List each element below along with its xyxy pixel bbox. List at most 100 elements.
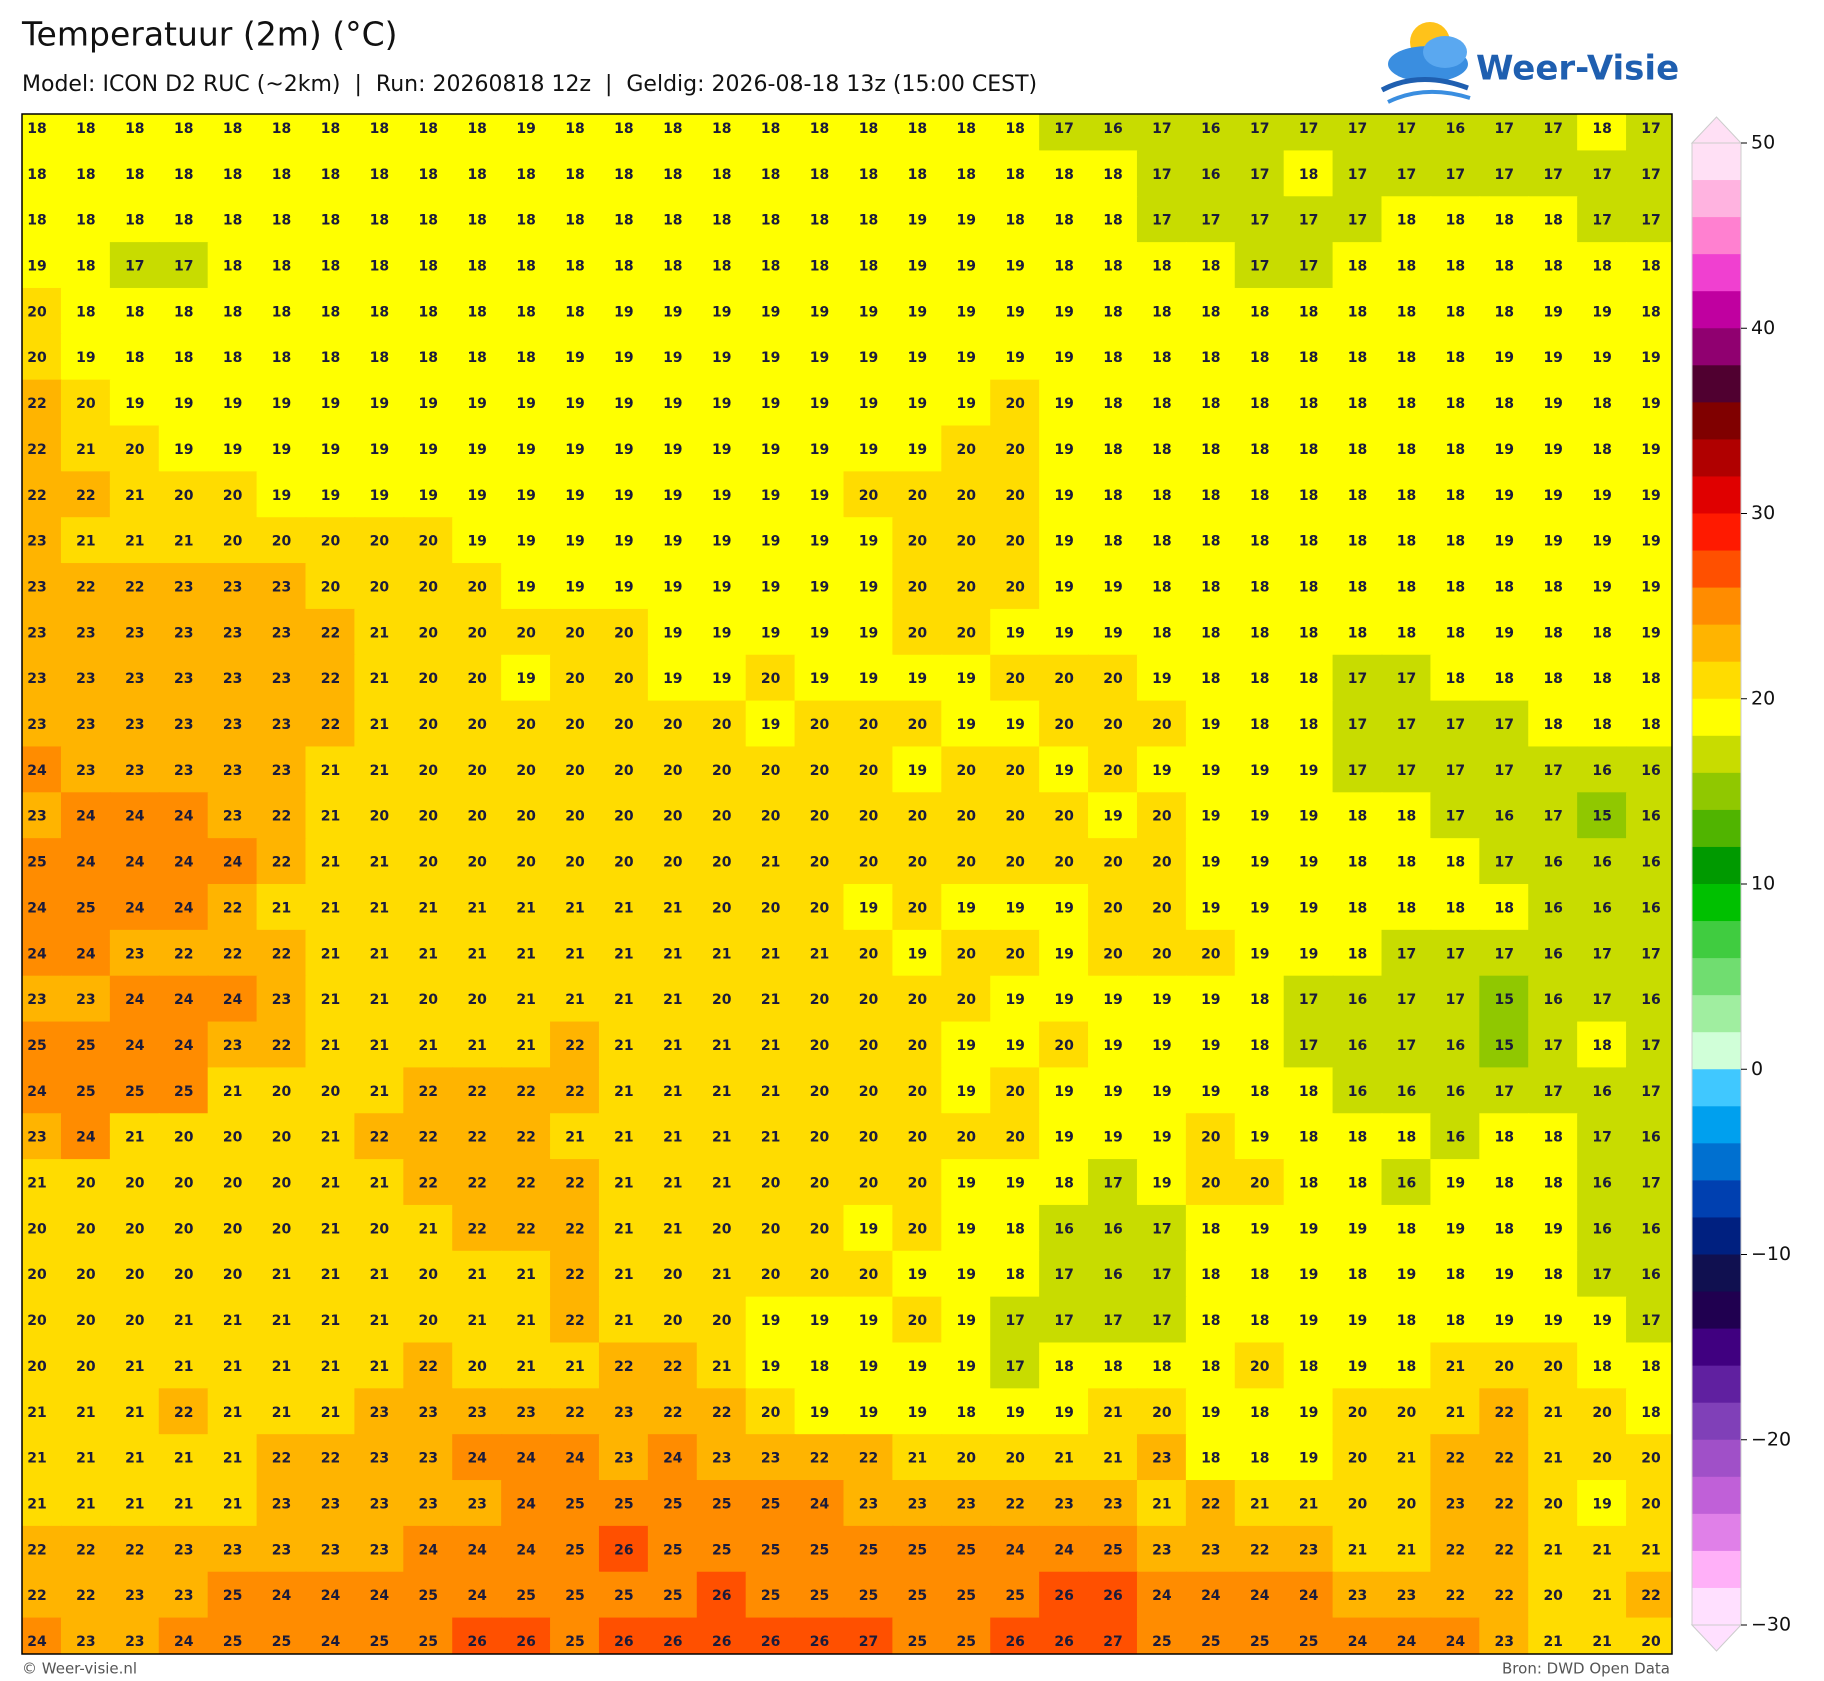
temperature-label: 20: [957, 809, 977, 825]
temperature-label: 18: [1299, 396, 1318, 412]
temperature-cell: [305, 975, 356, 1023]
temperature-cell: [990, 287, 1041, 335]
temperature-cell: [403, 838, 454, 885]
temperature-label: 18: [1495, 259, 1514, 275]
temperature-label: 20: [712, 763, 732, 779]
temperature-cell: [745, 654, 796, 702]
temperature-cell: [990, 1342, 1041, 1390]
temperature-cell: [1528, 975, 1579, 1023]
temperature-label: 21: [712, 1130, 731, 1146]
temperature-label: 21: [1592, 1634, 1611, 1650]
temperature-label: 18: [614, 121, 633, 137]
temperature-cell: [745, 1204, 796, 1252]
temperature-cell: [941, 929, 992, 977]
temperature-cell: [941, 792, 992, 840]
temperature-label: 19: [1201, 717, 1220, 733]
temperature-label: 18: [467, 304, 486, 320]
temperature-label: 17: [174, 259, 193, 275]
temperature-cell: [550, 1250, 600, 1298]
temperature-label: 17: [1397, 717, 1416, 733]
temperature-cell: [501, 1113, 552, 1161]
temperature-label: 21: [321, 900, 340, 916]
temperature-label: 20: [467, 1359, 487, 1375]
temperature-cell: [403, 929, 454, 977]
temperature-label: 18: [1446, 259, 1465, 275]
temperature-cell: [1136, 517, 1187, 565]
temperature-cell: [1577, 746, 1628, 794]
temperature-cell: [598, 1113, 649, 1161]
temperature-label: 18: [125, 121, 144, 137]
temperature-label: 23: [125, 717, 144, 733]
temperature-cell: [22, 608, 62, 656]
temperature-label: 19: [859, 625, 878, 641]
temperature-label: 20: [1103, 717, 1123, 733]
temperature-label: 21: [467, 1267, 486, 1283]
temperature-label: 21: [614, 1221, 633, 1237]
temperature-cell: [403, 1113, 454, 1161]
temperature-cell: [1430, 333, 1481, 381]
temperature-label: 25: [663, 1496, 682, 1512]
temperature-cell: [354, 196, 405, 244]
temperature-label: 20: [76, 1221, 96, 1237]
temperature-label: 25: [76, 1084, 95, 1100]
temperature-cell: [354, 563, 405, 610]
temperature-cell: [550, 1388, 600, 1436]
temperature-label: 19: [712, 625, 731, 641]
temperature-label: 18: [957, 167, 976, 183]
temperature-label: 19: [1054, 1405, 1073, 1421]
temperature-label: 20: [174, 1176, 194, 1192]
temperature-label: 20: [516, 717, 536, 733]
temperature-label: 21: [370, 1359, 389, 1375]
temperature-cell: [1185, 608, 1236, 656]
temperature-cell: [109, 838, 160, 885]
temperature-label: 23: [125, 763, 144, 779]
temperature-cell: [501, 1067, 552, 1115]
temperature-cell: [1185, 700, 1236, 748]
temperature-label: 19: [908, 259, 927, 275]
temperature-label: 24: [321, 1588, 341, 1604]
temperature-label: 22: [663, 1359, 682, 1375]
temperature-cell: [1381, 425, 1432, 473]
temperature-label: 18: [1495, 1176, 1514, 1192]
temperature-cell: [1283, 1021, 1334, 1069]
temperature-label: 23: [223, 1038, 242, 1054]
temperature-label: 21: [1250, 1496, 1269, 1512]
temperature-label: 18: [1250, 671, 1269, 687]
temperature-label: 21: [516, 900, 535, 916]
temperature-label: 19: [1495, 350, 1514, 366]
temperature-cell: [60, 471, 111, 519]
temperature-cell: [941, 884, 992, 931]
temperature-cell: [1430, 563, 1481, 610]
temperature-label: 19: [1152, 671, 1171, 687]
colorbar-band: [1692, 1291, 1741, 1330]
temperature-label: 18: [1299, 350, 1318, 366]
temperature-label: 23: [27, 625, 46, 641]
temperature-label: 20: [467, 625, 487, 641]
temperature-label: 20: [125, 1313, 145, 1329]
colorbar-tick-label: 30: [1751, 502, 1775, 524]
temperature-cell: [305, 884, 356, 931]
temperature-label: 21: [370, 1038, 389, 1054]
temperature-cell: [1234, 1159, 1285, 1206]
temperature-label: 18: [223, 167, 242, 183]
temperature-label: 18: [1103, 396, 1122, 412]
temperature-cell: [1332, 287, 1383, 335]
temperature-cell: [207, 1342, 258, 1390]
temperature-cell: [1039, 196, 1090, 244]
temperature-cell: [1577, 1021, 1628, 1069]
temperature-label: 19: [1641, 579, 1660, 595]
temperature-cell: [647, 1204, 698, 1252]
temperature-cell: [1381, 1296, 1432, 1344]
temperature-label: 20: [27, 1359, 47, 1375]
temperature-cell: [22, 1250, 62, 1298]
temperature-label: 20: [370, 534, 390, 550]
temperature-cell: [1479, 150, 1530, 198]
temperature-cell: [1039, 114, 1090, 152]
temperature-label: 21: [125, 1130, 144, 1146]
temperature-cell: [1088, 1388, 1138, 1436]
temperature-label: 18: [516, 259, 535, 275]
temperature-cell: [990, 1067, 1041, 1115]
temperature-label: 18: [663, 213, 682, 229]
temperature-label: 20: [565, 625, 585, 641]
temperature-cell: [452, 608, 503, 656]
